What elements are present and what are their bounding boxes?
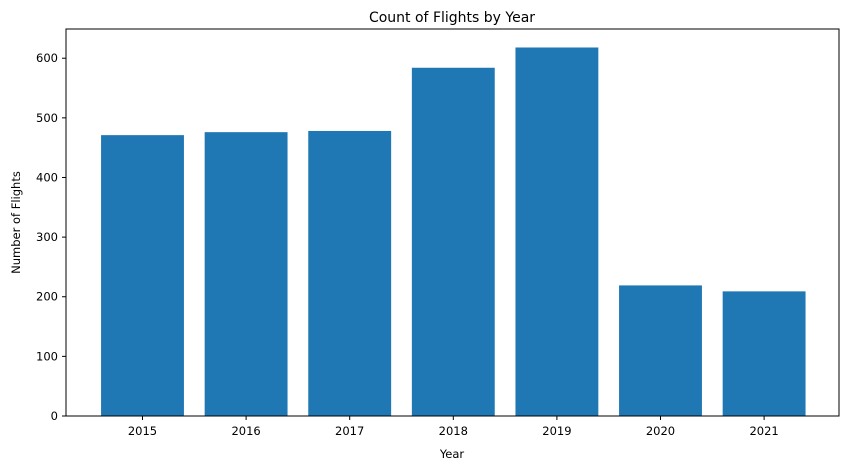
plot-frame bbox=[65, 28, 840, 417]
bar-2016 bbox=[204, 132, 288, 416]
x-tick-label: 2020 bbox=[646, 424, 675, 438]
bar-2018 bbox=[411, 67, 495, 416]
bar-2017 bbox=[308, 130, 392, 416]
x-tick-label: 2017 bbox=[335, 424, 364, 438]
x-tick-label: 2021 bbox=[749, 424, 778, 438]
x-axis-label: Year bbox=[439, 447, 465, 461]
y-tick-label: 300 bbox=[36, 230, 58, 244]
chart-title: Count of Flights by Year bbox=[369, 10, 535, 26]
y-axis-label: Number of Flights bbox=[9, 171, 23, 274]
x-axis-ticks: 2015 2016 2017 2018 2019 2020 2021 bbox=[128, 416, 779, 438]
y-axis-ticks: 0 100 200 300 400 500 600 bbox=[36, 51, 66, 423]
bar-2019 bbox=[515, 47, 599, 417]
x-tick-label: 2015 bbox=[128, 424, 157, 438]
y-tick-label: 200 bbox=[36, 290, 58, 304]
y-tick-label: 0 bbox=[51, 409, 58, 423]
y-tick-label: 600 bbox=[36, 51, 58, 65]
bar-2020 bbox=[619, 285, 702, 416]
y-tick-label: 500 bbox=[36, 111, 58, 125]
y-tick-label: 400 bbox=[36, 170, 58, 184]
y-tick-label: 100 bbox=[36, 349, 58, 363]
x-tick-label: 2019 bbox=[542, 424, 571, 438]
x-tick-label: 2016 bbox=[231, 424, 260, 438]
bars-group bbox=[101, 47, 806, 417]
bar-2015 bbox=[101, 135, 184, 416]
bar-2021 bbox=[722, 291, 806, 416]
x-tick-label: 2018 bbox=[439, 424, 468, 438]
